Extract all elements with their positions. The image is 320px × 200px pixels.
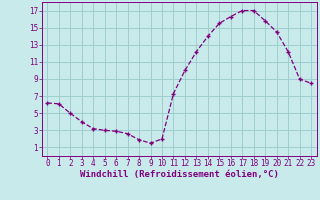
X-axis label: Windchill (Refroidissement éolien,°C): Windchill (Refroidissement éolien,°C) bbox=[80, 170, 279, 179]
